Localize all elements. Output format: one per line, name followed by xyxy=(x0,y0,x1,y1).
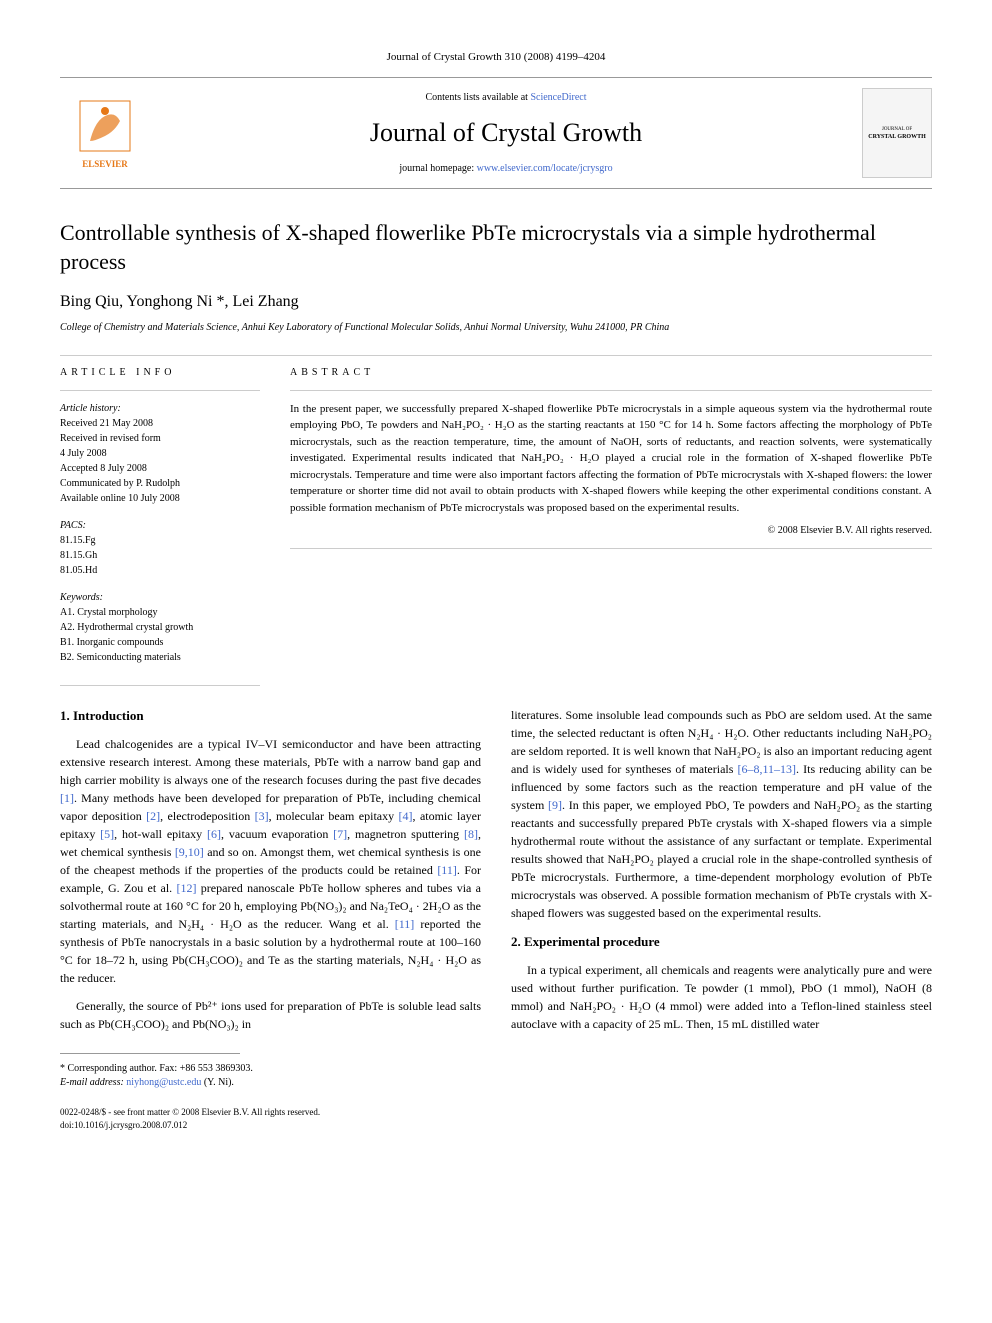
section2-heading: 2. Experimental procedure xyxy=(511,932,932,952)
pacs-label: PACS: xyxy=(60,520,86,531)
journal-cover-thumb: JOURNAL OF CRYSTAL GROWTH xyxy=(862,88,932,178)
section1-p2: Generally, the source of Pb²⁺ ions used … xyxy=(60,997,481,1033)
homepage-link[interactable]: www.elsevier.com/locate/jcrysgro xyxy=(477,163,613,174)
section2-p1: In a typical experiment, all chemicals a… xyxy=(511,961,932,1033)
ref-link[interactable]: [4] xyxy=(399,809,413,823)
history-label: Article history: xyxy=(60,403,121,414)
divider xyxy=(60,355,932,356)
ref-link[interactable]: [9] xyxy=(548,798,562,812)
email-suffix: (Y. Ni). xyxy=(201,1077,234,1088)
article-title: Controllable synthesis of X-shaped flowe… xyxy=(60,219,932,276)
history-line: Available online 10 July 2008 xyxy=(60,493,180,504)
ref-link[interactable]: [12] xyxy=(177,881,197,895)
sciencedirect-link[interactable]: ScienceDirect xyxy=(530,92,586,103)
affiliation: College of Chemistry and Materials Scien… xyxy=(60,321,932,335)
elsevier-logo: ELSEVIER xyxy=(60,88,150,178)
article-history: Article history: Received 21 May 2008 Re… xyxy=(60,401,260,506)
ref-link[interactable]: [6] xyxy=(207,827,221,841)
history-line: Received 21 May 2008 xyxy=(60,418,153,429)
authors: Bing Qiu, Yonghong Ni *, Lei Zhang xyxy=(60,291,932,313)
history-line: 4 July 2008 xyxy=(60,448,107,459)
email-label: E-mail address: xyxy=(60,1077,126,1088)
col2-p1: literatures. Some insoluble lead compoun… xyxy=(511,706,932,922)
keyword-line: B2. Semiconducting materials xyxy=(60,652,181,663)
abstract-body: In the present paper, we successfully pr… xyxy=(290,401,932,517)
history-line: Communicated by P. Rudolph xyxy=(60,478,180,489)
cover-badge-main: CRYSTAL GROWTH xyxy=(868,133,926,141)
ref-link[interactable]: [9,10] xyxy=(175,845,204,859)
abstract-label: ABSTRACT xyxy=(290,366,932,380)
contents-text: Contents lists available at xyxy=(425,92,530,103)
homepage-line: journal homepage: www.elsevier.com/locat… xyxy=(150,162,862,176)
keywords-label: Keywords: xyxy=(60,592,103,603)
section1-p1: Lead chalcogenides are a typical IV–VI s… xyxy=(60,735,481,987)
section1-heading: 1. Introduction xyxy=(60,706,481,726)
journal-name: Journal of Crystal Growth xyxy=(150,115,862,151)
doi-line: doi:10.1016/j.jcrysgro.2008.07.012 xyxy=(60,1119,481,1132)
keyword-line: A1. Crystal morphology xyxy=(60,607,158,618)
abstract-copyright: © 2008 Elsevier B.V. All rights reserved… xyxy=(290,524,932,538)
keyword-line: B1. Inorganic compounds xyxy=(60,637,163,648)
journal-header: ELSEVIER Contents lists available at Sci… xyxy=(60,77,932,189)
homepage-label: journal homepage: xyxy=(399,163,476,174)
pacs-line: 81.15.Gh xyxy=(60,550,97,561)
history-line: Received in revised form xyxy=(60,433,161,444)
cover-badge-top: JOURNAL OF xyxy=(882,126,912,133)
corresponding-author: * Corresponding author. Fax: +86 553 386… xyxy=(60,1062,481,1076)
keyword-line: A2. Hydrothermal crystal growth xyxy=(60,622,193,633)
ref-link[interactable]: [3] xyxy=(255,809,269,823)
email-line: E-mail address: niyhong@ustc.edu (Y. Ni)… xyxy=(60,1076,481,1090)
email-link[interactable]: niyhong@ustc.edu xyxy=(126,1077,201,1088)
article-info: ARTICLE INFO Article history: Received 2… xyxy=(60,366,260,665)
ref-link[interactable]: [2] xyxy=(146,809,160,823)
ref-link[interactable]: [8] xyxy=(464,827,478,841)
issn-line: 0022-0248/$ - see front matter © 2008 El… xyxy=(60,1106,481,1119)
ref-link[interactable]: [5] xyxy=(100,827,114,841)
ref-link[interactable]: [6–8,11–13] xyxy=(738,762,797,776)
top-citation: Journal of Crystal Growth 310 (2008) 419… xyxy=(60,50,932,65)
abstract: ABSTRACT In the present paper, we succes… xyxy=(290,366,932,665)
article-info-label: ARTICLE INFO xyxy=(60,366,260,380)
contents-line: Contents lists available at ScienceDirec… xyxy=(150,91,862,105)
pacs-block: PACS: 81.15.Fg 81.15.Gh 81.05.Hd xyxy=(60,518,260,578)
footnote-rule xyxy=(60,1053,240,1054)
pacs-line: 81.15.Fg xyxy=(60,535,96,546)
ref-link[interactable]: [1] xyxy=(60,791,74,805)
body-columns: 1. Introduction Lead chalcogenides are a… xyxy=(60,706,932,1132)
ref-link[interactable]: [11] xyxy=(437,863,457,877)
right-column: literatures. Some insoluble lead compoun… xyxy=(511,706,932,1132)
ref-link[interactable]: [7] xyxy=(333,827,347,841)
elsevier-logo-text: ELSEVIER xyxy=(82,158,128,171)
ref-link[interactable]: [11] xyxy=(395,917,415,931)
issn-doi: 0022-0248/$ - see front matter © 2008 El… xyxy=(60,1106,481,1131)
history-line: Accepted 8 July 2008 xyxy=(60,463,147,474)
keywords-block: Keywords: A1. Crystal morphology A2. Hyd… xyxy=(60,590,260,665)
pacs-line: 81.05.Hd xyxy=(60,565,97,576)
left-column: 1. Introduction Lead chalcogenides are a… xyxy=(60,706,481,1132)
